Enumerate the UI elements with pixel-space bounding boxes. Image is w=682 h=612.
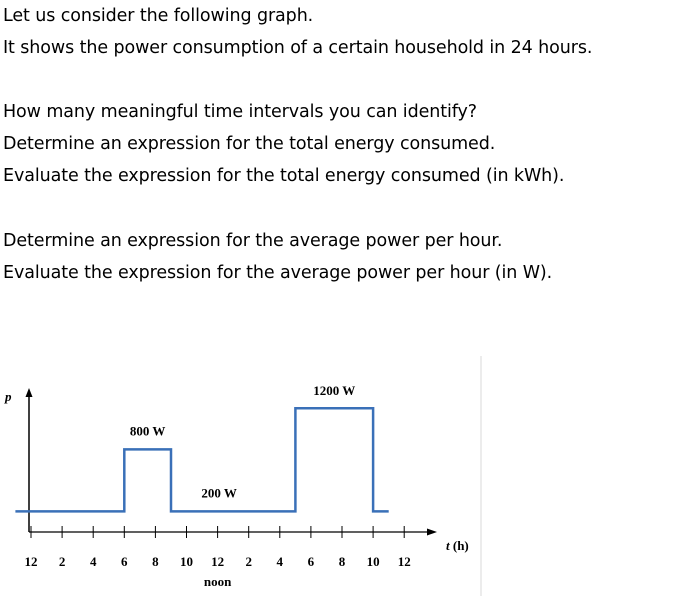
x-tick-label: 8 bbox=[152, 554, 159, 569]
x-tick-label: 10 bbox=[367, 554, 380, 569]
x-tick-label: 12 bbox=[398, 554, 411, 569]
text-line: Evaluate the expression for the total en… bbox=[3, 166, 565, 186]
x-axis-label-var: t bbox=[446, 538, 450, 553]
y-axis-arrow-icon bbox=[25, 388, 33, 397]
annotation-200w: 200 W bbox=[201, 485, 237, 500]
x-axis-tick-labels: 12 2 4 6 8 10 12 2 4 6 8 10 12 bbox=[25, 554, 411, 569]
x-tick-label: 4 bbox=[277, 554, 284, 569]
text-line: How many meaningful time intervals you c… bbox=[3, 102, 477, 122]
text-line: It shows the power consumption of a cert… bbox=[3, 38, 593, 58]
x-tick-label: 8 bbox=[339, 554, 346, 569]
x-tick-label: 6 bbox=[308, 554, 315, 569]
x-tick-label: 6 bbox=[121, 554, 128, 569]
text-line: Determine an expression for the total en… bbox=[3, 134, 496, 154]
x-axis-label-unit: (h) bbox=[450, 538, 469, 553]
noon-label: noon bbox=[204, 574, 232, 589]
x-tick-label: 12 bbox=[25, 554, 38, 569]
x-axis-arrow-icon bbox=[427, 528, 437, 536]
power-consumption-graph: p t (h) 12 2 4 6 8 10 12 2 4 6 8 10 12 noon 800 W 20… bbox=[4, 356, 482, 596]
x-tick-label: 12 bbox=[211, 554, 224, 569]
x-tick-label: 4 bbox=[90, 554, 97, 569]
annotation-800w: 800 W bbox=[130, 423, 166, 438]
text-line: Let us consider the following graph. bbox=[3, 6, 314, 26]
power-series-line bbox=[15, 406, 389, 513]
y-axis-label: p bbox=[4, 389, 12, 404]
text-line: Evaluate the expression for the average … bbox=[3, 263, 553, 283]
x-axis-label: t (h) bbox=[446, 538, 469, 553]
text-line: Determine an expression for the average … bbox=[3, 231, 503, 251]
x-axis-ticks bbox=[30, 526, 405, 538]
x-tick-label: 2 bbox=[59, 554, 66, 569]
x-tick-label: 2 bbox=[245, 554, 252, 569]
x-tick-label: 10 bbox=[180, 554, 193, 569]
annotation-1200w: 1200 W bbox=[313, 383, 355, 398]
